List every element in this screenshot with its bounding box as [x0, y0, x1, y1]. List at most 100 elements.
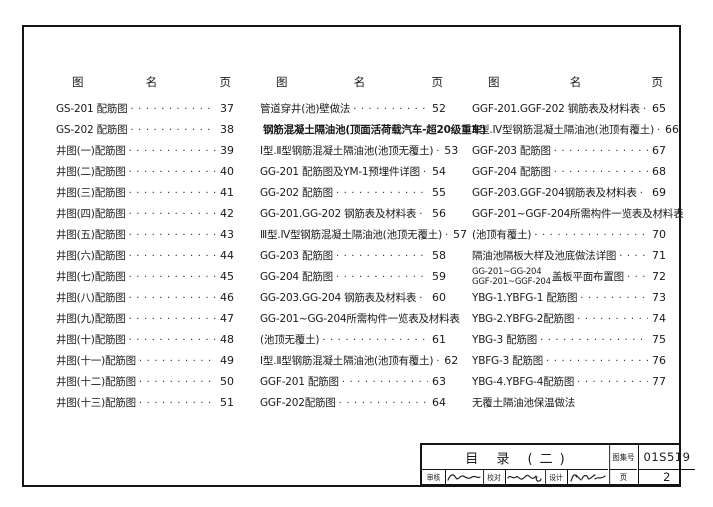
dot-leader: ········································ — [128, 187, 216, 199]
entry-label: 井图(八)配筋图 — [56, 292, 126, 305]
dot-leader: ········································ — [128, 166, 216, 178]
toc-row: GG-201 配筋图及YM-1预埋件详图····················… — [260, 162, 446, 183]
entry-label: GG-201 配筋图及YM-1预埋件详图 — [260, 166, 420, 179]
title-block: 目 录 (二) 图集号 01S519 审核 校对 设计 页 — [420, 443, 695, 486]
page-number: 43 — [220, 228, 234, 242]
page-number: 55 — [432, 186, 446, 200]
page-number: 50 — [220, 375, 234, 389]
page-number: 48 — [220, 333, 234, 347]
column-header: 图 名 页 — [260, 72, 446, 92]
dot-leader: ········································ — [423, 167, 428, 179]
toc-row: 钢筋混凝土隔油池(顶面活荷载汽车-超20级重车) — [260, 120, 486, 141]
toc-column-1: 图 名 页 GS-201 配筋图························… — [56, 72, 234, 414]
toc-column-2: 图 名 页 管道穿井(池)壁做法························… — [260, 72, 486, 414]
page-number: 65 — [652, 102, 666, 116]
dot-leader: ········································ — [128, 271, 216, 283]
header-page: 页 — [651, 75, 664, 89]
toc-row: Ⅰ型.Ⅱ型钢筋混凝土隔油池(池顶无覆土)····················… — [260, 141, 458, 162]
check-signature — [505, 470, 544, 484]
toc-row: 井图(六)配筋图································… — [56, 246, 234, 267]
dot-leader: ········································ — [130, 103, 216, 115]
entry-label: GGF-203 配筋图 — [472, 145, 551, 158]
entry-label: GG-203.GG-204 钢筋表及材料表 — [260, 292, 417, 305]
toc-row: 井图(一)配筋图································… — [56, 141, 234, 162]
entry-label: 无覆土隔油池保温做法 — [472, 397, 575, 410]
dot-leader: ········································ — [534, 229, 648, 241]
column-header: 图 名 页 — [472, 72, 666, 92]
page-no-value: 2 — [638, 469, 695, 484]
dot-leader: ········································ — [540, 334, 648, 346]
page-number: 69 — [652, 186, 666, 200]
dot-leader: ········································ — [580, 292, 648, 304]
toc-row: 井图(三)配筋图································… — [56, 183, 234, 204]
entry-label: YBG-1.YBFG-1 配筋图 — [472, 292, 578, 305]
page-number: 60 — [432, 291, 446, 305]
toc-row: Ⅰ型.Ⅱ型钢筋混凝土隔油池(池顶有覆土)····················… — [260, 351, 458, 372]
entry-label: GGF-204 配筋图 — [472, 166, 551, 179]
toc-row: GGF-202配筋图······························… — [260, 393, 446, 414]
dot-leader: ········································ — [338, 397, 428, 409]
signature-scribble-icon — [507, 474, 542, 482]
toc-row: GG-201~GG-204所需构件一览表及材料表 — [260, 309, 460, 330]
page-number: 41 — [220, 186, 234, 200]
page-number: 70 — [652, 228, 666, 242]
toc-row: 隔油池隔板大样及池底做法详图··························… — [472, 246, 666, 267]
atlas-no-label: 图集号 — [609, 445, 637, 469]
entry-label: 井图(十)配筋图 — [56, 334, 126, 347]
toc-row: YBG-4.YBFG-4配筋图·························… — [472, 372, 666, 393]
toc-row: GGF-201 配筋图·····························… — [260, 372, 446, 393]
page-number: 45 — [220, 270, 234, 284]
entry-label: (池顶无覆土) — [260, 334, 320, 347]
dot-leader: ········································ — [619, 250, 648, 262]
page-number: 74 — [652, 312, 666, 326]
signature-scribble-icon — [570, 473, 606, 482]
toc-row: 井图(九)配筋图································… — [56, 309, 234, 330]
entry-label: Ⅲ型.Ⅳ型钢筋混凝土隔油池(池顶无覆土) — [260, 229, 442, 242]
page-frame: 图 名 页 GS-201 配筋图························… — [22, 25, 695, 487]
dot-leader: ········································ — [130, 124, 216, 136]
toc-row: GG-201.GG-202 钢筋表及材料表···················… — [260, 204, 446, 225]
toc-row: 井图(五)配筋图································… — [56, 225, 234, 246]
entry-label: 盖板平面布置图 — [551, 271, 624, 284]
dot-leader: ········································ — [353, 103, 428, 115]
dot-leader: ········································ — [577, 376, 648, 388]
toc-row: 井图(二)配筋图································… — [56, 162, 234, 183]
page-number: 71 — [652, 249, 666, 263]
dot-leader: ········································ — [436, 146, 440, 158]
dot-leader: ········································ — [128, 208, 216, 220]
dot-leader: ········································ — [128, 250, 216, 262]
entry-label: YBG-2.YBFG-2配筋图 — [472, 313, 575, 326]
entry-label: (池顶有覆土) — [472, 229, 532, 242]
dot-leader: ········································ — [639, 187, 648, 199]
toc-row: 井图(四)配筋图································… — [56, 204, 234, 225]
toc-row: GGF-203.GGF-204钢筋表及材料表··················… — [472, 183, 666, 204]
entry-label: YBG-4.YBFG-4配筋图 — [472, 376, 575, 389]
title-block-title: 目 录 (二) — [465, 451, 572, 467]
entry-label: 井图(七)配筋图 — [56, 271, 126, 284]
signature-scribble-icon — [447, 474, 481, 481]
entry-label: 井图(十二)配筋图 — [56, 376, 136, 389]
design-label: 设计 — [545, 470, 566, 484]
entry-label: 管道穿井(池)壁做法 — [260, 103, 351, 116]
dot-leader: ········································ — [128, 313, 216, 325]
toc-row: GG-203.GG-204 钢筋表及材料表···················… — [260, 288, 446, 309]
entry-label: GS-202 配筋图 — [56, 124, 128, 137]
toc-row: Ⅲ型.Ⅳ型钢筋混凝土隔油池(池顶无覆土)····················… — [260, 225, 467, 246]
toc-column-3: 图 名 页 GGF-201.GGF-202 钢筋表及材料表···········… — [472, 72, 684, 414]
page-number: 64 — [432, 396, 446, 410]
entry-label: GG-201.GG-202 钢筋表及材料表 — [260, 208, 417, 221]
stacked-figure-codes: GG-201~GG-204 GGF-201~GGF-204 — [472, 266, 551, 287]
entry-label: GG-204 配筋图 — [260, 271, 333, 284]
entry-label: GG-201~GG-204所需构件一览表及材料表 — [260, 313, 460, 326]
toc-row: 井图(七)配筋图································… — [56, 267, 234, 288]
header-figure: 图 — [276, 75, 288, 89]
dot-leader: ········································ — [553, 166, 648, 178]
page-number: 59 — [432, 270, 446, 284]
page-number: 57 — [452, 228, 467, 242]
page-number: 52 — [432, 102, 446, 116]
design-signature — [567, 470, 608, 484]
header-page: 页 — [431, 75, 444, 89]
entry-label: YBG-3 配筋图 — [472, 334, 538, 347]
page-number: 62 — [444, 354, 459, 368]
entry-label: GGF-201~GGF-204所需构件一览表及材料表 — [472, 208, 684, 221]
